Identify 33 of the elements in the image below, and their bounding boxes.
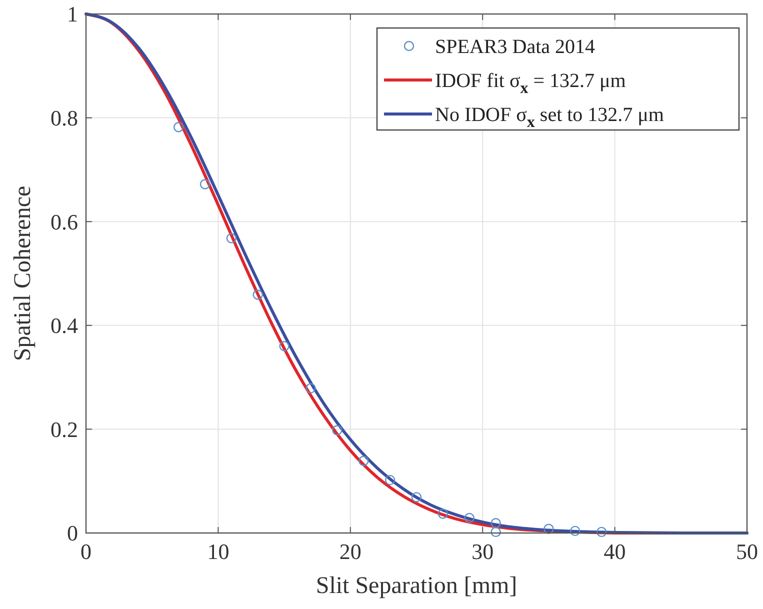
- legend-label: No IDOF σ$_{x}$ set to 132.7 μm: [435, 104, 664, 132]
- point: [173, 122, 184, 132]
- legend-label: IDOF fit σ$_{x}$ = 132.7 μm: [435, 70, 626, 98]
- y-tick-label: 1: [67, 2, 78, 27]
- x-tick-label: 20: [339, 539, 362, 564]
- point: [332, 425, 342, 436]
- y-tick-label: 0.8: [50, 106, 78, 130]
- point: [226, 233, 237, 244]
- legend-label: SPEAR3 Data 2014: [435, 36, 595, 58]
- x-tick-label: 30: [472, 539, 494, 564]
- y-tick-label: 0.6: [50, 209, 78, 234]
- point: [438, 508, 448, 519]
- point: [358, 456, 369, 466]
- x-axis-title: Slit Separation [mm]: [316, 573, 518, 599]
- point: [490, 518, 501, 528]
- y-tick-label: 0.2: [50, 416, 78, 442]
- x-tick-label: 50: [736, 539, 758, 564]
- point: [490, 526, 501, 538]
- y-tick-label: 0: [67, 520, 78, 546]
- point: [306, 383, 316, 394]
- point: [464, 512, 474, 524]
- point: [544, 524, 554, 534]
- x-tick-label: 40: [604, 539, 626, 564]
- point: [200, 179, 210, 190]
- point: [252, 290, 263, 300]
- y-axis-title: Spatial Coherence: [10, 186, 36, 362]
- point: [570, 526, 580, 536]
- point: [411, 492, 422, 502]
- point: [384, 474, 396, 486]
- point: [279, 341, 290, 352]
- x-tick-label: 10: [207, 539, 230, 564]
- y-tick-label: 0.4: [50, 313, 78, 338]
- point: [596, 526, 607, 538]
